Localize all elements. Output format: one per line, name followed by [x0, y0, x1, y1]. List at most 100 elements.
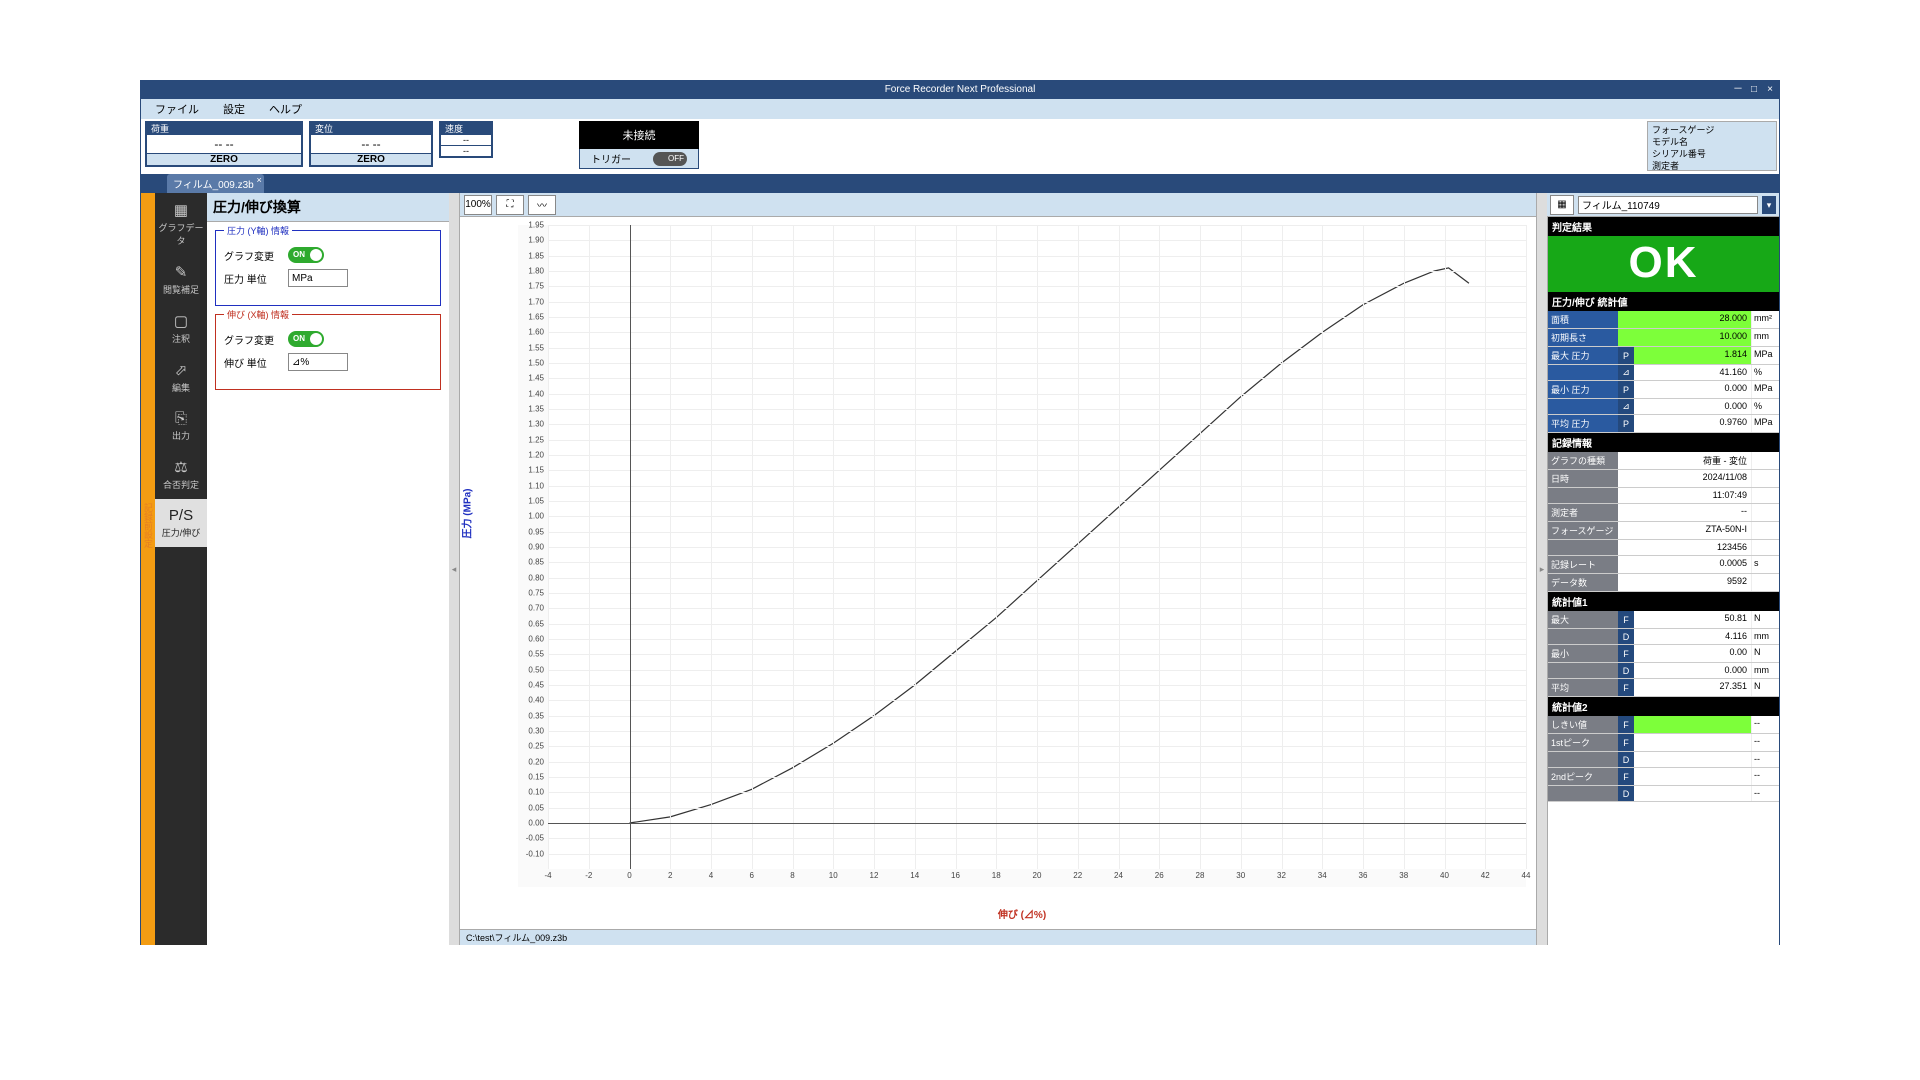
zoom-fit-button[interactable]: ⛶ — [496, 195, 524, 215]
row-type: F — [1618, 611, 1634, 628]
splitter-right[interactable]: ▸ — [1537, 193, 1547, 945]
row-label: 平均 圧力 — [1548, 415, 1618, 432]
chart-area[interactable]: -0.10-0.050.000.050.100.150.200.250.300.… — [460, 217, 1536, 929]
gauge-info-l2: シリアル番号 — [1652, 148, 1772, 160]
row-unit: MPa — [1751, 381, 1779, 398]
splitter-left[interactable]: ◂ — [449, 193, 459, 945]
row-unit — [1751, 522, 1779, 539]
close-icon[interactable]: × — [1763, 81, 1777, 95]
menu-settings[interactable]: 設定 — [223, 101, 245, 117]
speed-title: 速度 — [441, 123, 491, 135]
section-title: 記録情報 — [1548, 433, 1779, 452]
x-legend: 伸び (X軸) 情報 — [224, 308, 292, 321]
results-scroll[interactable]: 判定結果OK圧力/伸び 統計値面積28.000mm²初期長さ10.000mm最大… — [1547, 217, 1779, 945]
menu-file[interactable]: ファイル — [155, 101, 199, 117]
minimize-icon[interactable]: － — [1731, 81, 1745, 95]
x-change-toggle[interactable]: ON — [288, 331, 324, 347]
row-label — [1548, 629, 1618, 644]
row-label: しきい値 — [1548, 716, 1618, 733]
zoom-100-button[interactable]: 100% — [464, 195, 492, 215]
row-unit: mm — [1751, 329, 1779, 346]
row-label — [1548, 540, 1618, 555]
tab-close-icon[interactable]: × — [256, 175, 261, 185]
x-change-label: グラフ変更 — [224, 332, 288, 347]
menu-help[interactable]: ヘルプ — [269, 101, 302, 117]
row-value: 0.9760 — [1634, 415, 1751, 432]
row-value: 10.000 — [1618, 329, 1751, 346]
row-type: F — [1618, 768, 1634, 785]
result-row: 平均F27.351N — [1548, 679, 1779, 697]
gauge-info-l0: フォースゲージ — [1652, 124, 1772, 136]
row-type: D — [1618, 663, 1634, 678]
row-label — [1548, 663, 1618, 678]
recording-settings-bar[interactable]: 記録前設定 — [141, 193, 155, 945]
y-change-toggle[interactable]: ON — [288, 247, 324, 263]
result-row: グラフの種類荷重 - 変位 — [1548, 452, 1779, 470]
row-type: P — [1618, 347, 1634, 364]
row-unit — [1751, 488, 1779, 503]
row-unit — [1751, 470, 1779, 487]
row-label: 最大 圧力 — [1548, 347, 1618, 364]
chart-column: 100% ⛶ 〰 -0.10-0.050.000.050.100.150.200… — [459, 193, 1537, 945]
row-value: 0.000 — [1634, 663, 1751, 678]
y-legend: 圧力 (Y軸) 情報 — [224, 224, 292, 237]
sidenav-label: グラフデータ — [158, 223, 203, 246]
file-tab[interactable]: フィルム_009.z3b × — [167, 174, 264, 193]
trigger-toggle[interactable]: OFF — [653, 152, 687, 166]
row-unit — [1751, 504, 1779, 521]
row-value: 荷重 - 変位 — [1618, 452, 1751, 469]
sidenav-item-2[interactable]: ▢注釈 — [155, 304, 207, 353]
app-title: Force Recorder Next Professional — [885, 84, 1036, 95]
result-row: D4.116mm — [1548, 629, 1779, 645]
result-select[interactable] — [1578, 196, 1758, 214]
maximize-icon[interactable]: □ — [1747, 81, 1761, 95]
result-row: 最大 圧力P1.814MPa — [1548, 347, 1779, 365]
row-value: 4.116 — [1634, 629, 1751, 644]
titlebar: Force Recorder Next Professional － □ × — [141, 81, 1779, 99]
row-value — [1634, 768, 1751, 785]
row-unit: -- — [1751, 734, 1779, 751]
sidenav-item-5[interactable]: ⚖合否判定 — [155, 450, 207, 499]
row-type: ⊿ — [1618, 399, 1634, 414]
result-dropdown-icon[interactable]: ▾ — [1762, 196, 1776, 214]
row-unit: MPa — [1751, 415, 1779, 432]
row-type: D — [1618, 629, 1634, 644]
load-readout: 荷重 -- -- ZERO — [145, 121, 303, 167]
connection-status: 未接続 — [579, 121, 699, 149]
row-unit: N — [1751, 679, 1779, 696]
conversion-pane: 圧力/伸び換算 圧力 (Y軸) 情報 グラフ変更 ON 圧力 単位 伸び (X軸… — [207, 193, 449, 945]
row-label: フォースゲージ — [1548, 522, 1618, 539]
sidenav-item-1[interactable]: ✎閲覧補足 — [155, 255, 207, 304]
row-type: F — [1618, 734, 1634, 751]
row-label — [1548, 752, 1618, 767]
sidenav-item-6[interactable]: P/S圧力/伸び — [155, 499, 207, 547]
row-value: 1.814 — [1634, 347, 1751, 364]
y-change-label: グラフ変更 — [224, 248, 288, 263]
row-value: 123456 — [1618, 540, 1751, 555]
disp-value: -- -- — [311, 135, 431, 153]
sidenav-item-4[interactable]: ⎘出力 — [155, 402, 207, 450]
y-axis-label: 圧力 (MPa) — [459, 489, 474, 539]
row-value: 27.351 — [1634, 679, 1751, 696]
sidenav-item-3[interactable]: ⬀編集 — [155, 353, 207, 402]
result-row: データ数9592 — [1548, 574, 1779, 592]
result-row: 日時2024/11/08 — [1548, 470, 1779, 488]
sidenav-label: 出力 — [172, 431, 190, 441]
x-unit-input[interactable] — [288, 353, 348, 371]
load-zero-button[interactable]: ZERO — [147, 153, 301, 165]
disp-zero-button[interactable]: ZERO — [311, 153, 431, 165]
result-row: 測定者-- — [1548, 504, 1779, 522]
y-unit-input[interactable] — [288, 269, 348, 287]
sidenav-item-0[interactable]: ▦グラフデータ — [155, 193, 207, 255]
file-tab-row: フィルム_009.z3b × — [141, 175, 1779, 193]
gauge-info-l3: 測定者 — [1652, 160, 1772, 172]
right-column: ▦ ▾ 判定結果OK圧力/伸び 統計値面積28.000mm²初期長さ10.000… — [1547, 193, 1779, 945]
chart-mode-button[interactable]: 〰 — [528, 195, 556, 215]
x-axis-fieldset: 伸び (X軸) 情報 グラフ変更 ON 伸び 単位 — [215, 314, 441, 390]
section-title: 判定結果 — [1548, 217, 1779, 236]
row-value — [1634, 752, 1751, 767]
result-row: ⊿41.160% — [1548, 365, 1779, 381]
result-row: 最小 圧力P0.000MPa — [1548, 381, 1779, 399]
readout-row: 荷重 -- -- ZERO 変位 -- -- ZERO 速度 -- -- 未接続… — [141, 119, 1779, 175]
results-grid-icon[interactable]: ▦ — [1550, 195, 1574, 215]
